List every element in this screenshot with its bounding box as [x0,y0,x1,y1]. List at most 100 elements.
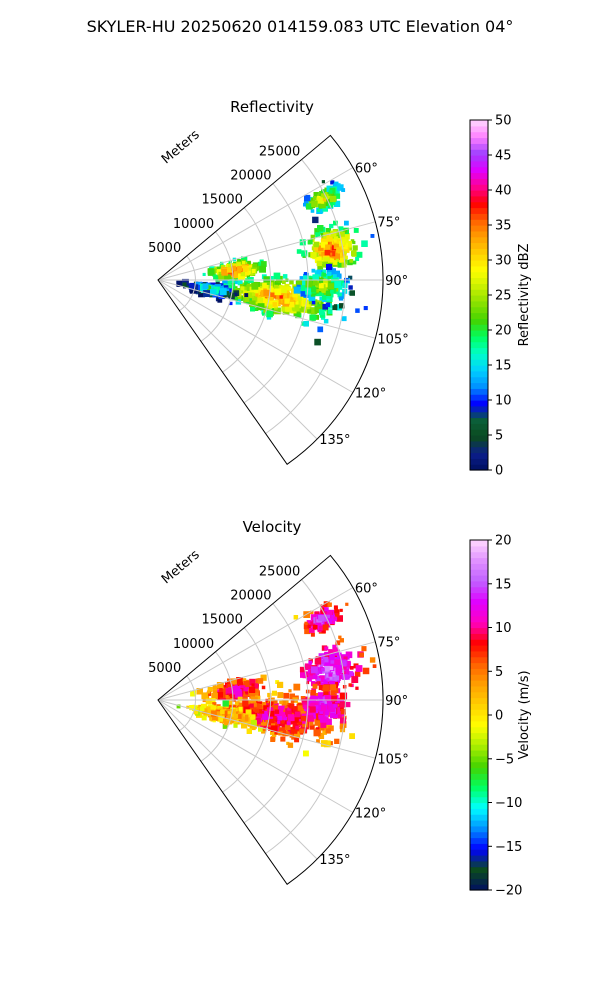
azimuth-tick-label: 105° [377,752,408,767]
radar-gate [297,280,302,285]
radar-gate [307,239,313,245]
radar-gate [261,685,266,690]
radar-gate [258,704,263,709]
radar-gate [319,710,324,714]
colorbar-swatch [470,639,488,646]
radar-gate [321,667,325,672]
radar-gate [308,294,316,302]
radar-gate [328,246,334,252]
radar-gate [349,666,354,670]
radar-gate [339,638,344,643]
radar-gate [294,731,301,738]
radar-gate [362,667,370,675]
radar-gate [333,253,340,260]
radar-gate [310,621,316,627]
radar-gate [304,663,312,671]
radar-gate [322,253,330,260]
radar-gate [288,301,295,308]
radar-gate [222,283,227,287]
radar-gate [316,727,320,731]
colorbar-swatch [470,685,488,693]
colorbar-swatch [470,143,488,150]
radar-gate [295,725,299,730]
radar-gate [328,725,334,732]
radar-gate [302,721,309,728]
radar-gate [225,695,229,699]
radar-gate [318,675,326,683]
radar-gate [316,302,320,306]
colorbar-swatch [470,370,488,378]
radar-gate [319,664,323,668]
radar-gate [318,714,324,720]
colorbar-tick-label: −10 [495,796,522,811]
radar-gate [278,300,282,304]
radar-gate [292,709,297,714]
radar-gate [345,655,350,660]
radar-gate [359,652,364,658]
range-tick-label: 20000 [230,169,271,184]
radar-gate [322,206,328,212]
radar-gate [262,311,266,316]
colorbar-swatch [470,131,488,139]
radar-gate [313,242,319,248]
radar-gate [218,715,225,722]
colorbar-swatch [470,726,488,734]
radar-cell [293,263,355,311]
radar-gate [312,274,319,281]
radar-gate [330,230,337,237]
colorbar-swatch [470,230,488,238]
azimuth-tick-label: 60° [355,582,378,597]
radar-gate [283,716,288,721]
radar-gate [333,248,337,252]
radar-gate [239,709,243,713]
colorbar-swatch [470,166,488,174]
radar-gate [279,295,283,299]
colorbar-swatch [470,580,488,588]
radar-gate [314,338,321,346]
range-tick-label: 5000 [148,661,181,676]
radar-gate [326,198,333,205]
radar-gate [236,714,242,719]
radar-gate [230,709,237,716]
radar-gate [332,644,337,649]
radar-gate [322,201,330,208]
radar-gate [309,721,314,726]
radar-gate [311,200,318,208]
radar-gate [306,676,312,682]
colorbar-swatch [470,172,488,179]
radar-gate [327,695,334,703]
radar-gate [300,715,307,722]
radar-gate [240,286,245,291]
reflectivity-colorbar: 0 5 10 15 20 25 30 35 40 45 50 Reflectivity dBZ [469,114,532,479]
radar-gate [263,705,269,711]
radar-gate [252,686,259,693]
colorbar-swatch [470,540,488,547]
radar-gate [343,246,350,253]
radar-gate [273,699,278,704]
radar-gate [301,698,308,705]
radar-gate [324,665,330,672]
radar-gate [308,307,315,314]
radar-gate [327,283,334,290]
radar-gate [217,297,223,303]
radar-gate [255,695,261,701]
radar-gate [215,715,221,722]
radar-gate [196,688,203,695]
radar-gate [272,302,278,307]
radar-gate [225,688,232,694]
colorbar-swatch [470,295,488,302]
radar-gate [325,717,329,721]
radar-gate [323,278,328,284]
radar-gate [329,223,334,229]
radar-gate [315,232,321,238]
radar-gate [242,286,247,291]
radar-gate [329,195,337,203]
radar-gate [275,280,281,287]
reflectivity-panel: Reflectivity 60° 75° 90° 105° 120° 135° 5000 10… [148,98,409,465]
radar-gate [209,289,217,296]
radar-gate [319,296,324,301]
radar-gate [188,283,195,290]
radar-gate [340,708,346,715]
radar-gate [271,690,277,696]
radar-gate [344,255,348,260]
